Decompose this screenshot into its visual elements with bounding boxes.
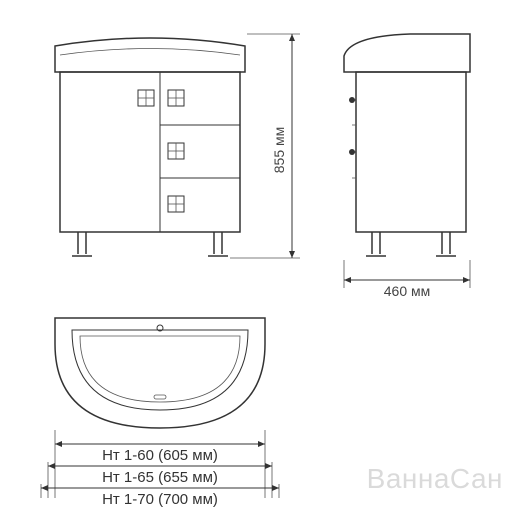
side-view [344, 34, 470, 256]
handle-left-door [138, 90, 154, 106]
size-2: Нт 1-65 (655 мм) [102, 469, 218, 486]
side-leg-right [436, 232, 456, 256]
handle-drawer-2 [168, 143, 184, 159]
size-1: Нт 1-60 (605 мм) [102, 447, 218, 464]
dim-depth: 460 мм [344, 260, 470, 299]
front-leg-right [208, 232, 228, 256]
side-leg-left [366, 232, 386, 256]
size-3: Нт 1-70 (700 мм) [102, 491, 218, 508]
handle-drawer-1 [168, 90, 184, 106]
dim-widths: Нт 1-60 (605 мм) Нт 1-65 (655 мм) Нт 1-7… [41, 430, 279, 508]
handle-drawer-3 [168, 196, 184, 212]
front-leg-left [72, 232, 92, 256]
front-view [55, 38, 245, 256]
height-label: 855 мм [271, 127, 287, 174]
top-view [55, 318, 265, 428]
depth-label: 460 мм [384, 283, 431, 299]
